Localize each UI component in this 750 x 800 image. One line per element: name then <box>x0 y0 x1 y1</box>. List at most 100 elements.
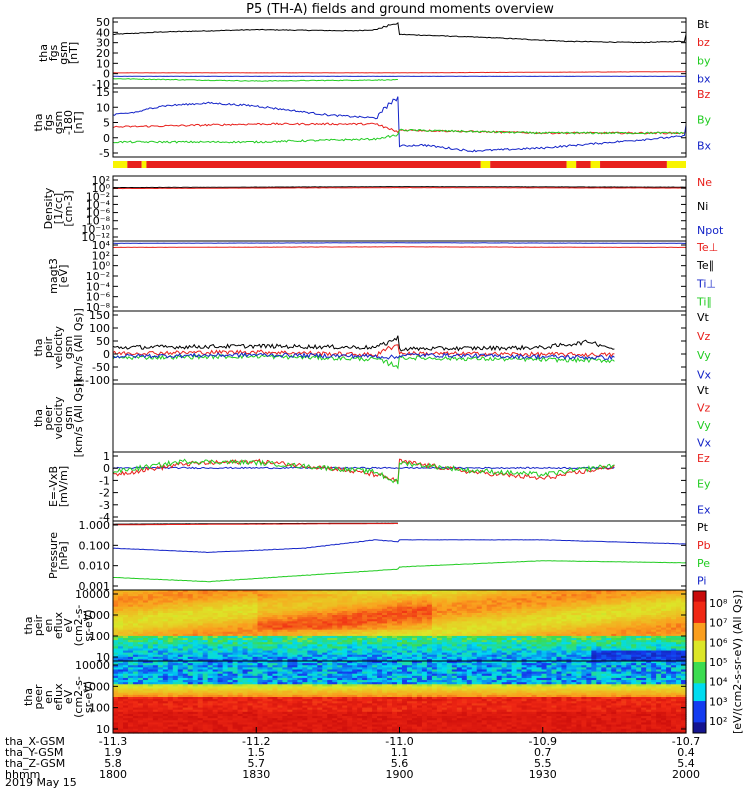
y-tick-label: 0 <box>103 348 110 361</box>
y-axis-label: gsm <box>57 41 70 64</box>
y-axis-label: [1/cc] <box>52 193 65 224</box>
colorbar-cell <box>693 683 706 688</box>
y-tick-label: -50 <box>92 361 110 374</box>
colorbar-cell <box>693 679 706 684</box>
y-axis-label: tha <box>32 409 45 427</box>
y-axis-label: eflux <box>52 611 65 639</box>
y-axis-label: [mV/m] <box>57 466 70 507</box>
spectrogram-ion_spec <box>113 590 687 662</box>
legend-temp-1: Te∥ <box>696 259 714 272</box>
spectrogram-ele_spec <box>113 661 687 734</box>
y-axis-label: [eV] <box>57 265 70 288</box>
y-tick-label: -100 <box>85 374 110 387</box>
legend-fgs_dsl-2: Bx <box>697 139 712 152</box>
y-axis-label: (cm2-s- <box>72 676 85 718</box>
colorbar-cell <box>693 598 706 603</box>
status-segment <box>490 161 567 168</box>
y-tick-label: -10 <box>92 78 110 91</box>
colorbar-cell <box>693 669 706 674</box>
legend-fgs_dsl-0: Bz <box>697 88 711 101</box>
y-tick-label: 10000 <box>75 588 110 601</box>
y-axis-label: (cm2-s- <box>72 605 85 647</box>
y-tick-label: -3 <box>99 499 110 512</box>
panel-frame-fgs <box>112 17 687 89</box>
colorbar-cell <box>693 676 706 681</box>
colorbar-tick-label: 10³ <box>709 695 727 708</box>
legend-pressure-0: Pt <box>697 521 709 534</box>
series-temp-Ti⊥ <box>113 242 686 244</box>
legend-vi-2: Vy <box>697 349 711 362</box>
legend-fgs-1: bz <box>697 36 710 49</box>
x-row-label: tha_X-GSM <box>5 735 65 748</box>
panel-pressure: 1.000 0.100 0.010 0.001 Pressure[nPa] Pt Pb Pe P… <box>47 519 711 593</box>
colorbar-cell <box>693 665 706 670</box>
y-tick-label: 1 <box>103 450 110 463</box>
y-tick-label: 100 <box>89 630 110 643</box>
colorbar-cell <box>693 622 706 627</box>
panel-ion_spec: 10000 1000 100 10 thapeirenefluxeV(cm2-s-sr-… <box>22 588 687 664</box>
series-pressure-Pe <box>113 560 687 583</box>
colorbar-cell <box>693 729 706 734</box>
y-axis-label: tha <box>32 338 45 356</box>
colorbar-cell <box>693 662 706 667</box>
x-tick-label: 0.7 <box>534 746 552 759</box>
y-axis-label: gsm <box>62 336 75 359</box>
y-axis-label: eV <box>62 689 75 704</box>
x-tick-label: 5.4 <box>677 757 695 770</box>
series-pressure-Pb <box>113 522 398 526</box>
y-tick-label: 10⁻⁸ <box>86 301 111 314</box>
x-tick-label: -10.9 <box>529 735 557 748</box>
y-axis-label: -180 <box>62 110 75 135</box>
y-axis-label: fgs <box>42 114 55 131</box>
series-temp-Te⊥ <box>112 246 687 249</box>
x-tick-label: -11.2 <box>242 735 270 748</box>
y-tick-label: 20 <box>96 47 110 60</box>
y-tick-label: 10000 <box>75 659 110 672</box>
legend-ve-2: Vy <box>697 419 711 432</box>
colorbar-cell <box>693 615 706 620</box>
y-tick-label: 1.000 <box>79 519 111 532</box>
y-axis-label: [cm-3] <box>62 190 75 226</box>
panel-frame-pressure <box>112 520 687 591</box>
y-axis-label: en <box>42 619 55 633</box>
colorbar-cell <box>693 591 706 596</box>
colorbar-cell <box>693 693 706 698</box>
y-axis-label: tha <box>22 688 35 706</box>
legend-fgs-0: Bt <box>697 18 710 31</box>
colorbar-cell <box>693 619 706 624</box>
x-tick-label: 1.5 <box>248 746 266 759</box>
colorbar-cell <box>693 697 706 702</box>
legend-fgs-3: bx <box>697 73 711 86</box>
legend-fgs_dsl-1: By <box>697 114 712 127</box>
legend-efield-1: Ey <box>697 478 711 491</box>
panel-ele_spec: 10000 1000 100 10 thapeerenefluxeV(cm2-s-sr-… <box>22 659 687 736</box>
y-tick-label: -2 <box>99 487 110 500</box>
colorbar-cell <box>693 718 706 723</box>
y-tick-label: 10⁻² <box>86 190 110 203</box>
colorbar-cell <box>693 690 706 695</box>
legend-ve-0: Vt <box>697 384 710 397</box>
x-tick-label: 1930 <box>529 768 557 781</box>
series-fgs-by <box>112 78 398 82</box>
series-pressure-Pi <box>112 539 687 554</box>
y-axis-label: [nPa] <box>57 541 70 569</box>
date-label: 2019 May 15 <box>5 776 77 789</box>
y-tick-label: 10² <box>92 249 110 262</box>
legend-ve-1: Vz <box>697 402 711 415</box>
x-tick-label: 5.6 <box>391 757 409 770</box>
y-tick-label: 10 <box>96 101 110 114</box>
series-fgs_dsl-Bx <box>112 96 687 153</box>
y-tick-label: 10⁻⁸ <box>86 215 111 228</box>
y-axis-label: tha <box>32 113 45 131</box>
y-axis-label: tha <box>22 616 35 634</box>
colorbar-cell <box>693 637 706 642</box>
y-axis-label: [nT] <box>72 111 85 133</box>
panels: 50403020100-10thafgsgsm[nT]Btbzbybx15105… <box>22 16 744 736</box>
series-efield-Ey <box>112 458 615 485</box>
series-fgs-bz <box>113 71 687 74</box>
y-tick-label: 10⁻⁶ <box>86 207 111 220</box>
status-bar <box>113 161 686 168</box>
